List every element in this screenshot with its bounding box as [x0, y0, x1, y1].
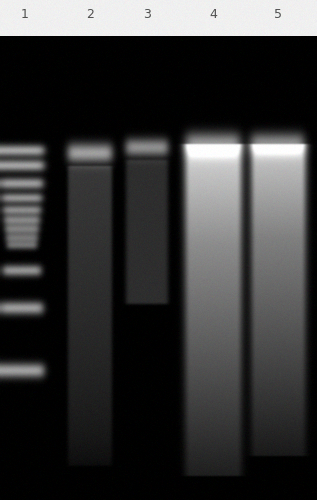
Text: 1: 1 [21, 8, 29, 22]
Text: 4: 4 [209, 8, 217, 22]
Text: 3: 3 [143, 8, 151, 22]
Text: 5: 5 [274, 8, 282, 22]
Text: 2: 2 [86, 8, 94, 22]
